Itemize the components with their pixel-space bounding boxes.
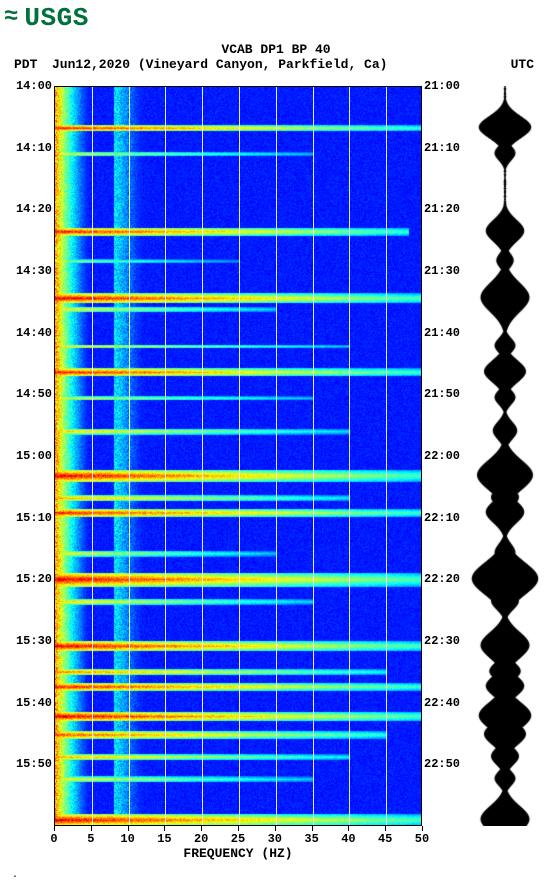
right-time-axis: 21:0021:1021:2021:3021:4021:5022:0022:10… bbox=[422, 86, 466, 826]
right-tick: 22:50 bbox=[424, 757, 460, 771]
x-tick: 25 bbox=[231, 832, 245, 846]
left-tick: 14:50 bbox=[16, 387, 52, 401]
left-tick: 15:10 bbox=[16, 511, 52, 525]
x-tick: 35 bbox=[304, 832, 318, 846]
x-tick: 30 bbox=[268, 832, 282, 846]
x-tick: 20 bbox=[194, 832, 208, 846]
right-tick: 22:00 bbox=[424, 449, 460, 463]
chart-title: VCAB DP1 BP 40 bbox=[0, 42, 552, 57]
gridline bbox=[386, 87, 387, 825]
right-tick: 21:40 bbox=[424, 326, 460, 340]
frequency-axis-label: FREQUENCY (HZ) bbox=[183, 846, 292, 861]
right-tick: 22:40 bbox=[424, 696, 460, 710]
usgs-logo: ≈ USGS bbox=[0, 0, 552, 36]
left-tick: 14:20 bbox=[16, 202, 52, 216]
waveform-trace bbox=[470, 86, 540, 826]
right-tick: 22:10 bbox=[424, 511, 460, 525]
chart-area: 14:0014:1014:2014:3014:4014:5015:0015:10… bbox=[14, 86, 552, 826]
timezone-left: PDT bbox=[14, 57, 46, 72]
right-tick: 21:30 bbox=[424, 264, 460, 278]
x-tick: 50 bbox=[415, 832, 429, 846]
right-tick: 22:20 bbox=[424, 572, 460, 586]
left-tick: 14:10 bbox=[16, 141, 52, 155]
usgs-logo-text: USGS bbox=[24, 3, 88, 33]
left-time-axis: 14:0014:1014:2014:3014:4014:5015:0015:10… bbox=[14, 86, 54, 826]
waveform-canvas bbox=[470, 86, 540, 826]
date-station: Jun12,2020 (Vineyard Canyon, Parkfield, … bbox=[46, 57, 484, 72]
gridline bbox=[92, 87, 93, 825]
right-tick: 21:20 bbox=[424, 202, 460, 216]
left-tick: 15:30 bbox=[16, 634, 52, 648]
x-tick: 15 bbox=[157, 832, 171, 846]
usgs-wave-icon: ≈ bbox=[4, 6, 18, 30]
right-tick: 21:50 bbox=[424, 387, 460, 401]
gridline bbox=[349, 87, 350, 825]
gridline bbox=[239, 87, 240, 825]
x-tick: 10 bbox=[120, 832, 134, 846]
gridline bbox=[165, 87, 166, 825]
right-tick: 22:30 bbox=[424, 634, 460, 648]
gridline bbox=[129, 87, 130, 825]
gridline bbox=[313, 87, 314, 825]
x-tick: 5 bbox=[87, 832, 94, 846]
x-tick: 0 bbox=[50, 832, 57, 846]
x-tick: 45 bbox=[378, 832, 392, 846]
right-tick: 21:10 bbox=[424, 141, 460, 155]
left-tick: 15:50 bbox=[16, 757, 52, 771]
left-tick: 14:40 bbox=[16, 326, 52, 340]
gridline bbox=[202, 87, 203, 825]
left-tick: 15:00 bbox=[16, 449, 52, 463]
frequency-axis: FREQUENCY (HZ) 05101520253035404550 bbox=[54, 826, 422, 860]
left-tick: 15:40 bbox=[16, 696, 52, 710]
right-tick: 21:00 bbox=[424, 79, 460, 93]
gridline bbox=[276, 87, 277, 825]
left-tick: 14:00 bbox=[16, 79, 52, 93]
timezone-right: UTC bbox=[484, 57, 538, 72]
left-tick: 14:30 bbox=[16, 264, 52, 278]
left-tick: 15:20 bbox=[16, 572, 52, 586]
spectrogram-plot bbox=[54, 86, 422, 826]
footer-mark: · bbox=[0, 860, 552, 883]
chart-header: VCAB DP1 BP 40 PDT Jun12,2020 (Vineyard … bbox=[0, 36, 552, 72]
x-tick: 40 bbox=[341, 832, 355, 846]
